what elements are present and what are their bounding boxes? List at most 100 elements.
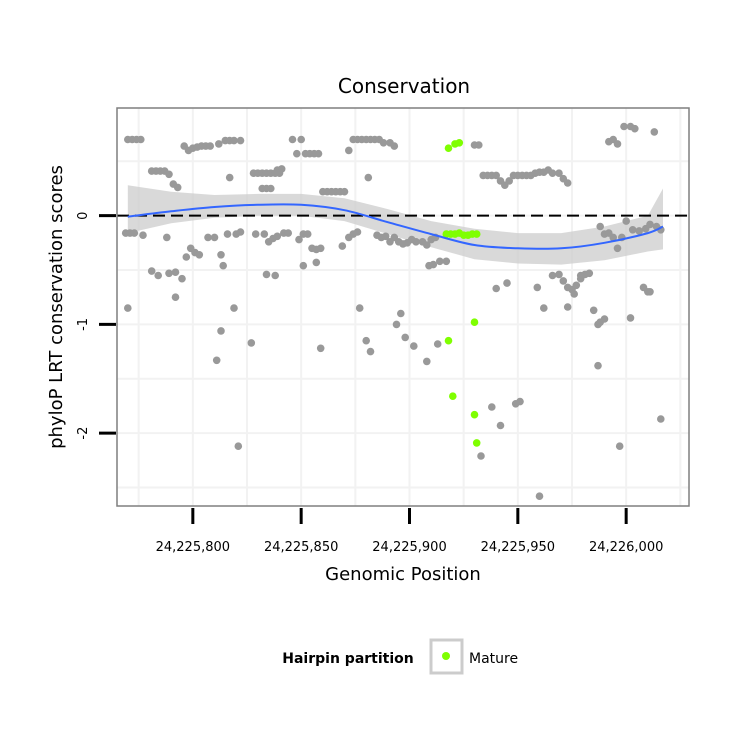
other-point [364, 173, 373, 182]
other-point [303, 230, 312, 238]
other-point [139, 231, 147, 239]
other-point [540, 304, 548, 312]
other-point [572, 281, 581, 290]
other-point [154, 271, 162, 280]
other-point [646, 220, 654, 229]
mature-point [449, 392, 457, 401]
other-point [217, 251, 225, 259]
other-point [355, 304, 364, 312]
other-point [631, 124, 639, 133]
other-point [635, 227, 643, 235]
other-point [492, 171, 501, 180]
other-point [225, 173, 234, 182]
other-point [210, 233, 219, 242]
other-point [314, 149, 323, 158]
other-point [163, 233, 171, 242]
other-point [433, 340, 442, 348]
other-point [401, 333, 410, 342]
other-point [124, 304, 132, 312]
other-point [379, 139, 388, 147]
other-point [130, 229, 139, 237]
other-point [620, 122, 628, 131]
other-point [212, 356, 221, 365]
panel-border [116, 107, 690, 507]
other-point [533, 283, 542, 292]
legend-key-mature-dot [442, 652, 450, 660]
mature-point [470, 318, 479, 327]
other-point [496, 421, 505, 430]
other-point [362, 336, 371, 345]
other-point [423, 357, 431, 366]
other-point [182, 253, 191, 261]
legend-label-mature: Mature [469, 651, 518, 667]
data-points [121, 122, 665, 501]
other-point [392, 320, 401, 329]
other-point [171, 293, 180, 302]
other-point [173, 183, 182, 192]
other-point [626, 314, 635, 322]
other-point [262, 270, 271, 279]
other-point [260, 230, 269, 238]
other-point [230, 136, 238, 145]
x-tick-label: 24,225,950 [481, 540, 555, 555]
mature-point [472, 439, 481, 447]
x-axis: 24,225,800 24,225,850 24,225,900 24,225,950… [156, 508, 663, 555]
other-point [555, 169, 563, 177]
other-point [236, 136, 245, 145]
other-point [563, 283, 572, 292]
other-point [548, 271, 557, 280]
other-point [535, 492, 544, 501]
other-point [277, 165, 286, 173]
other-point [247, 339, 256, 347]
other-point [613, 244, 622, 253]
other-point [178, 274, 186, 283]
other-point [206, 142, 214, 150]
x-tick-label: 24,225,900 [372, 540, 446, 555]
other-point [412, 238, 420, 246]
other-point [165, 269, 173, 278]
other-point [293, 149, 301, 158]
other-point [284, 229, 293, 237]
other-point [423, 241, 431, 249]
other-point [622, 217, 630, 225]
other-point [297, 135, 306, 144]
other-point [570, 290, 578, 298]
other-point [137, 135, 145, 144]
legend-title: Hairpin partition [282, 651, 413, 667]
other-point [555, 270, 563, 279]
other-point [234, 442, 243, 451]
other-point [338, 242, 347, 250]
other-point [410, 342, 418, 350]
other-point [650, 128, 659, 136]
x-axis-label: Genomic Position [325, 564, 481, 585]
other-point [171, 268, 180, 277]
legend: Hairpin partition Mature [282, 638, 518, 675]
other-point [492, 284, 501, 293]
other-point [589, 306, 598, 315]
x-tick-label: 24,225,800 [156, 540, 230, 555]
other-point [223, 230, 232, 238]
other-point [273, 232, 282, 241]
other-point [628, 226, 637, 234]
other-point [576, 271, 585, 280]
other-point [646, 288, 654, 296]
other-point [147, 267, 156, 275]
other-point [442, 257, 451, 266]
y-tick-label: -2 [76, 427, 91, 440]
other-point [477, 452, 485, 460]
other-point [390, 142, 399, 150]
other-point [436, 257, 444, 266]
other-point [219, 261, 227, 270]
chart-title: Conservation [338, 74, 470, 98]
smooth-line [127, 203, 664, 250]
other-point [503, 279, 511, 287]
other-point [236, 228, 245, 236]
other-point [267, 184, 275, 193]
mature-point [472, 230, 481, 238]
other-point [615, 442, 624, 451]
other-point [195, 251, 204, 259]
other-point [165, 170, 173, 179]
other-point [204, 233, 212, 242]
plot-panel [99, 107, 690, 507]
